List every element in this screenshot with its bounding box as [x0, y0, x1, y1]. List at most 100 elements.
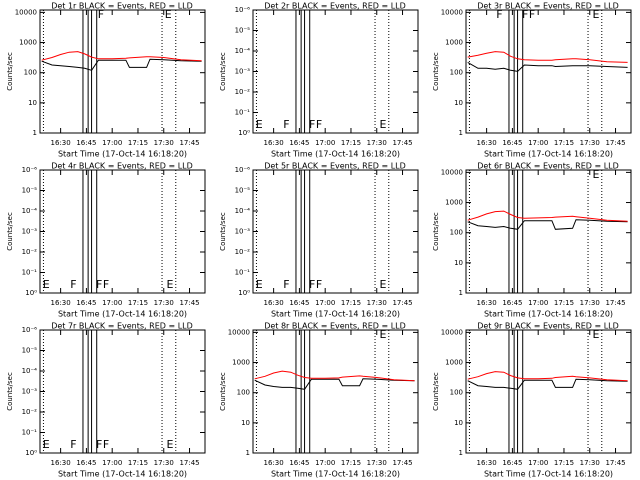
y-tick-label: 10⁻⁴: [235, 47, 251, 55]
x-axis-label: Start Time (17-Oct-14 16:18:20): [58, 150, 187, 159]
y-axis-label: Counts/sec: [6, 372, 14, 411]
x-tick-label: 17:30: [580, 299, 600, 307]
x-tick-label: 17:30: [154, 459, 174, 467]
y-tick-label: 100: [450, 69, 463, 77]
panel: Det 4r BLACK = Events, RED = LLD Counts/s…: [6, 162, 206, 319]
annotation: E: [43, 438, 50, 451]
y-tick-label: 10⁰: [238, 289, 250, 297]
x-axis-label: Start Time (17-Oct-14 16:18:20): [484, 470, 613, 479]
panel-title: Det 9r BLACK = Events, RED = LLD: [477, 322, 619, 331]
y-tick-label: 10⁻³: [22, 228, 38, 236]
y-tick-label: 10⁻³: [235, 228, 251, 236]
x-tick-label: 17:00: [102, 459, 122, 467]
series-line: [467, 371, 628, 382]
y-tick-label: 100: [450, 389, 463, 397]
x-axis-label: Start Time (17-Oct-14 16:18:20): [484, 150, 613, 159]
annotation: E: [166, 438, 173, 451]
y-tick-label: 10: [454, 99, 463, 107]
x-tick-label: 17:45: [392, 299, 412, 307]
annotation: F: [96, 438, 102, 451]
y-tick-label: 10⁻¹: [22, 429, 38, 437]
y-tick-label: 100: [450, 229, 463, 237]
x-axis-label: Start Time (17-Oct-14 16:18:20): [58, 470, 187, 479]
x-tick-label: 17:00: [102, 139, 122, 147]
x-tick-label: 17:30: [154, 299, 174, 307]
x-tick-label: 17:30: [580, 139, 600, 147]
x-tick-label: 17:00: [528, 459, 548, 467]
plot-frame: [252, 169, 419, 294]
y-tick-label: 10: [28, 99, 37, 107]
x-tick-label: 16:45: [502, 139, 522, 147]
y-tick-label: 10: [454, 259, 463, 267]
y-tick-label: 10⁻⁴: [22, 207, 38, 215]
x-tick-label: 17:00: [315, 459, 335, 467]
y-axis-label: Counts/sec: [219, 52, 227, 91]
x-tick-label: 16:45: [76, 139, 96, 147]
series-line: [254, 378, 415, 390]
panel-title: Det 7r BLACK = Events, RED = LLD: [51, 322, 193, 331]
y-axis-label: Counts/sec: [6, 212, 14, 251]
y-axis-label: Counts/sec: [219, 372, 227, 411]
y-axis-label: Counts/sec: [6, 52, 14, 91]
x-tick-label: 16:45: [76, 459, 96, 467]
annotation: F: [496, 8, 502, 21]
x-tick-label: 17:45: [392, 139, 412, 147]
y-tick-label: 100: [24, 69, 37, 77]
plot-frame: [252, 329, 419, 454]
panel: Det 6r BLACK = Events, RED = LLD Counts/s…: [432, 162, 632, 319]
y-tick-label: 1000: [445, 39, 463, 47]
x-tick-label: 16:30: [264, 459, 284, 467]
x-tick-label: 16:45: [502, 459, 522, 467]
annotation: E: [166, 278, 173, 291]
panel: Det 7r BLACK = Events, RED = LLD Counts/s…: [6, 322, 206, 479]
y-tick-label: 10000: [441, 168, 463, 176]
annotation: F: [522, 8, 528, 21]
series-line: [467, 378, 628, 390]
x-tick-label: 16:30: [477, 139, 497, 147]
x-tick-label: 17:00: [102, 299, 122, 307]
x-axis-label: Start Time (17-Oct-14 16:18:20): [58, 310, 187, 319]
x-tick-label: 16:45: [289, 459, 309, 467]
annotation: F: [529, 8, 535, 21]
x-tick-label: 17:15: [554, 299, 574, 307]
series-line: [254, 370, 415, 382]
x-tick-label: 17:30: [367, 139, 387, 147]
x-axis-label: Start Time (17-Oct-14 16:18:20): [271, 150, 400, 159]
y-tick-label: 10000: [441, 328, 463, 336]
annotation: F: [98, 8, 104, 21]
y-axis-label: Counts/sec: [219, 212, 227, 251]
x-tick-label: 17:15: [554, 459, 574, 467]
x-tick-label: 17:15: [128, 459, 148, 467]
plot-frame: [465, 329, 632, 454]
y-tick-label: 10⁻⁵: [22, 347, 38, 355]
plot-frame: [39, 169, 206, 294]
x-tick-label: 16:30: [51, 299, 71, 307]
x-axis-label: Start Time (17-Oct-14 16:18:20): [271, 470, 400, 479]
x-tick-label: 17:15: [128, 299, 148, 307]
x-tick-label: 17:45: [179, 459, 199, 467]
annotation: E: [256, 278, 263, 291]
annotation: E: [379, 328, 386, 341]
annotation: E: [379, 118, 386, 131]
y-tick-label: 10⁻²: [235, 88, 251, 96]
annotation: F: [309, 278, 315, 291]
x-tick-label: 17:45: [179, 139, 199, 147]
panel-title: Det 3r BLACK = Events, RED = LLD: [477, 2, 619, 11]
x-tick-label: 17:45: [392, 459, 412, 467]
x-tick-label: 17:15: [128, 139, 148, 147]
x-tick-label: 16:45: [502, 299, 522, 307]
annotation: F: [70, 278, 76, 291]
panel: Det 1r BLACK = Events, RED = LLD Counts/s…: [6, 2, 206, 159]
annotation: F: [103, 278, 109, 291]
plot-frame: [465, 169, 632, 294]
x-tick-label: 16:30: [264, 299, 284, 307]
x-tick-label: 17:15: [341, 459, 361, 467]
x-tick-label: 17:30: [367, 459, 387, 467]
y-tick-label: 1: [246, 449, 250, 457]
annotation: F: [309, 118, 315, 131]
x-tick-label: 17:00: [315, 299, 335, 307]
x-tick-label: 16:30: [51, 139, 71, 147]
annotation: E: [592, 8, 599, 21]
y-tick-label: 100: [237, 389, 250, 397]
annotation: E: [379, 278, 386, 291]
